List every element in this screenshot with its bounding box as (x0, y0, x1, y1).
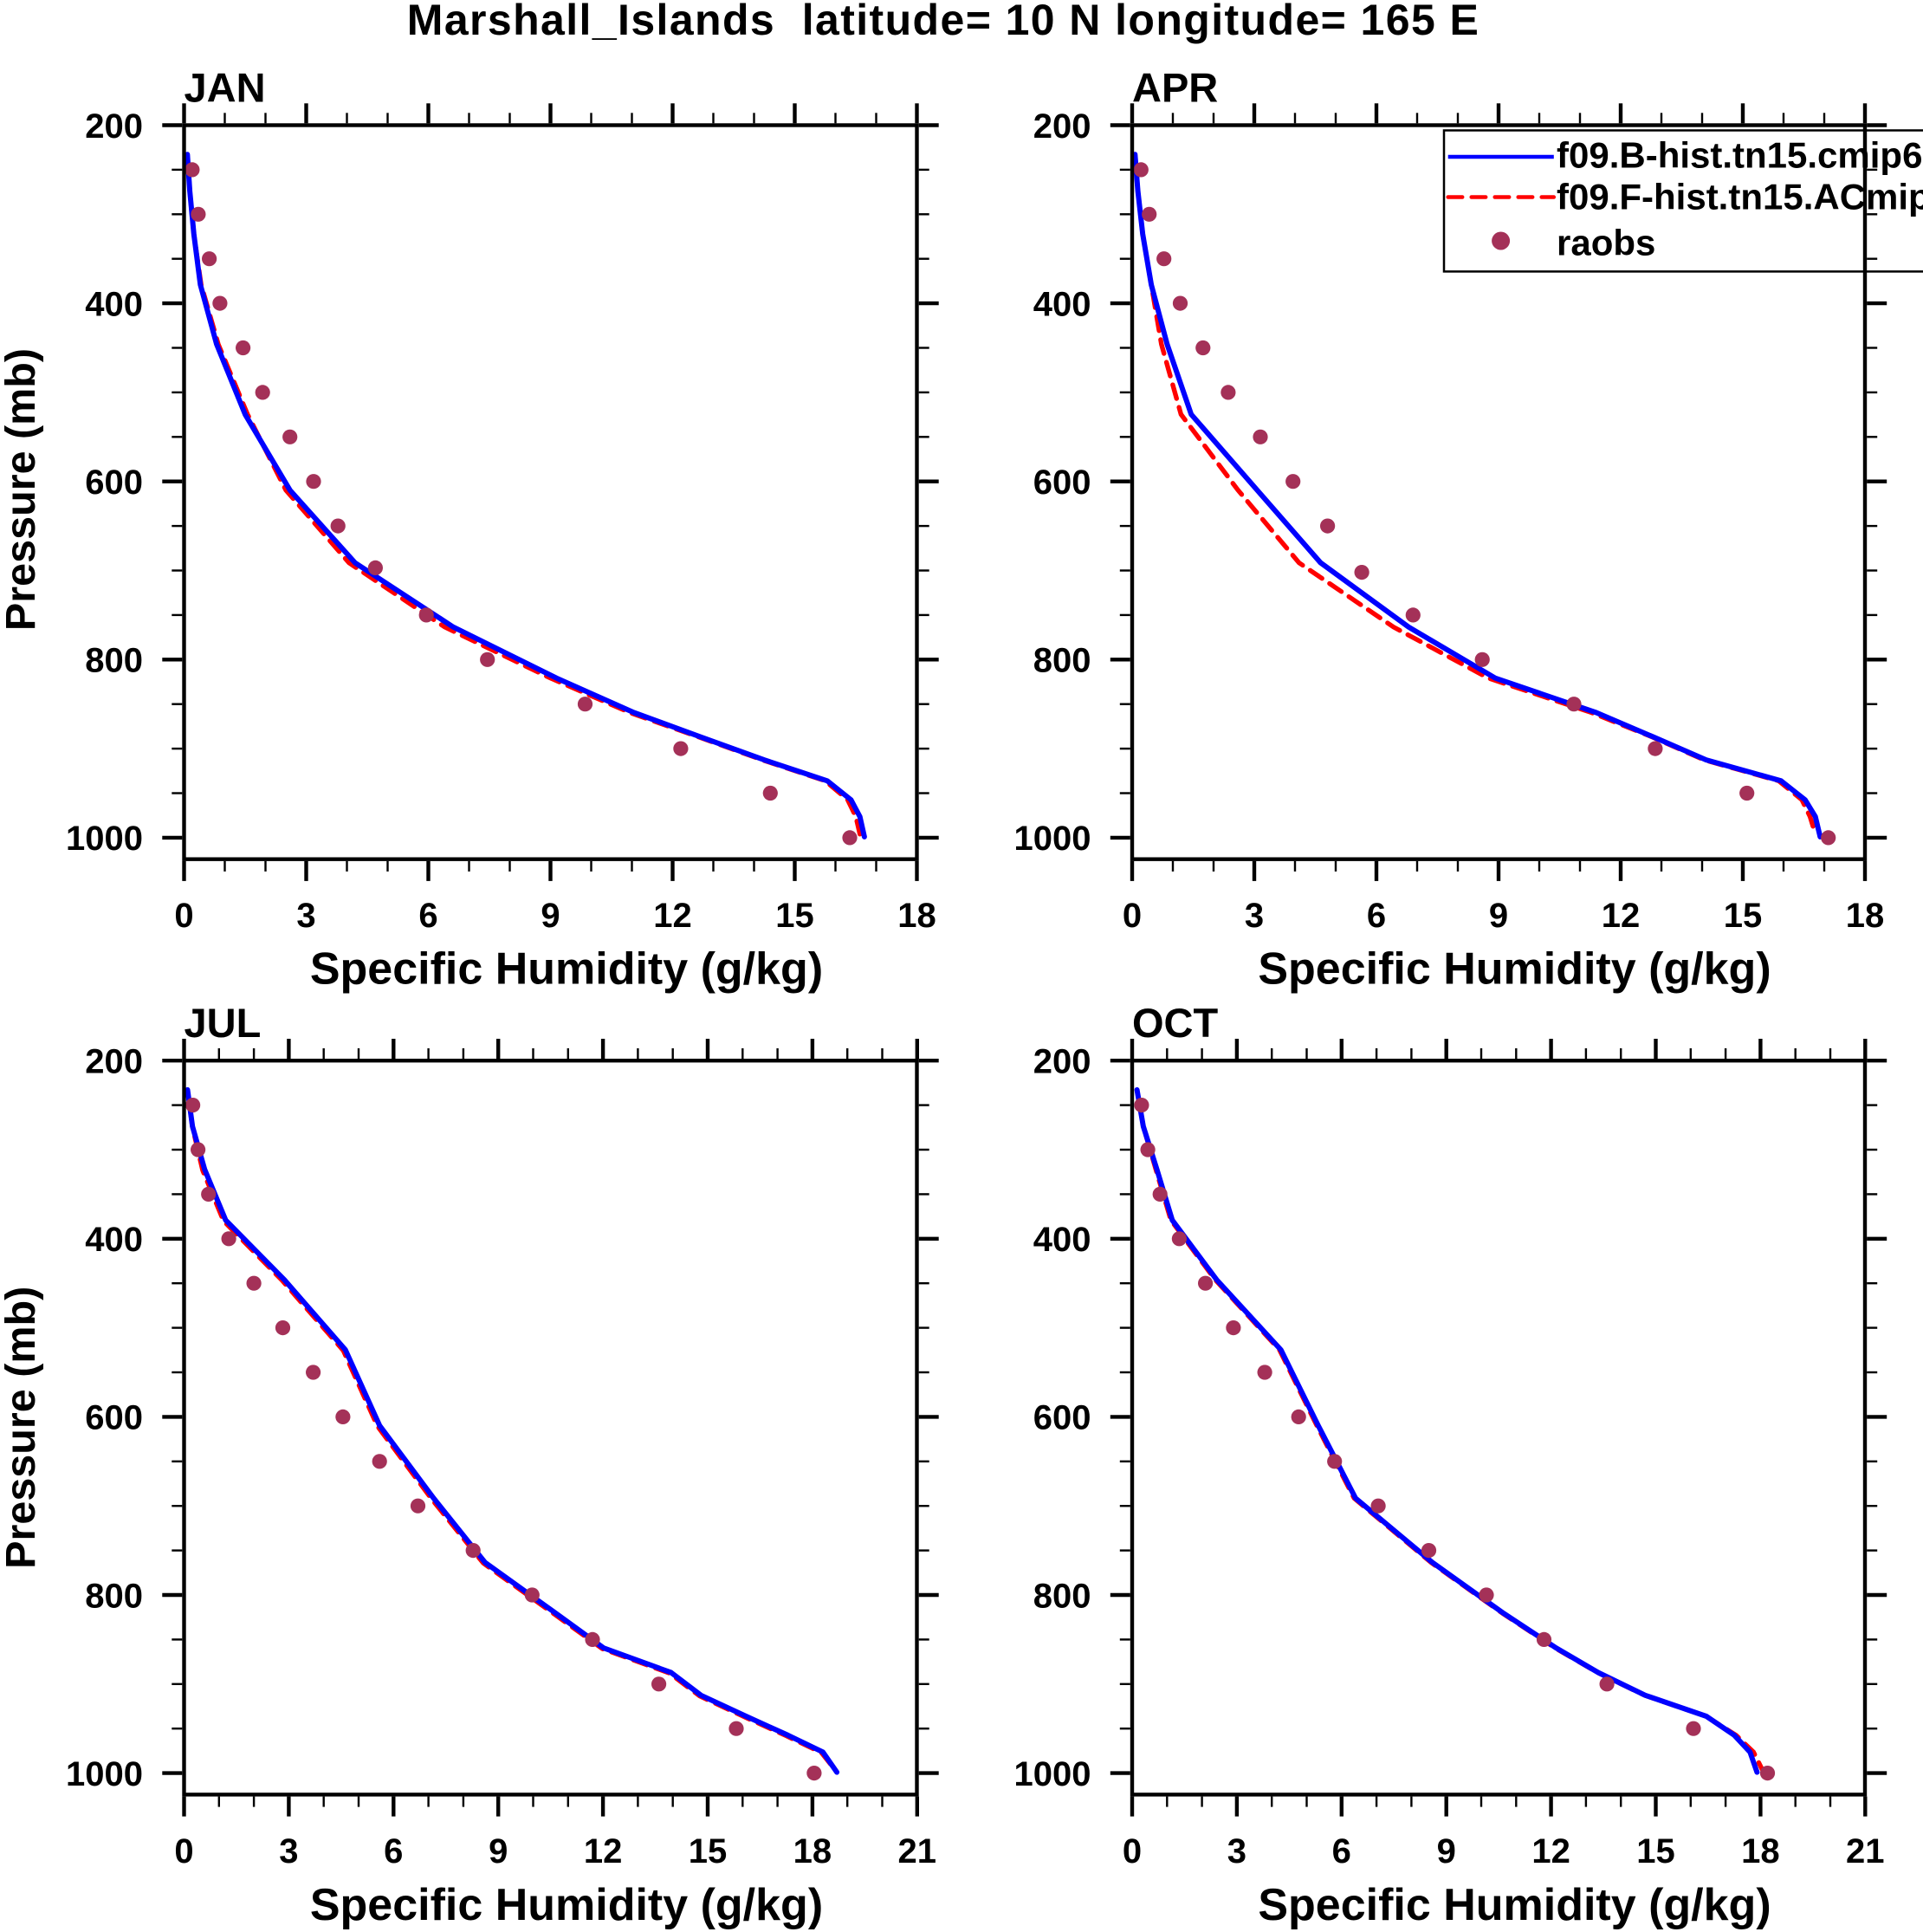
svg-text:6: 6 (384, 1832, 403, 1870)
svg-text:9: 9 (1437, 1832, 1456, 1870)
svg-text:1000: 1000 (66, 1755, 143, 1793)
svg-text:18: 18 (897, 897, 936, 935)
svg-text:0: 0 (174, 1832, 193, 1870)
svg-text:Marshall_Islands latitude= 10: Marshall_Islands latitude= 10 N longitud… (407, 0, 1479, 44)
svg-text:Specific Humidity (g/kg): Specific Humidity (g/kg) (1258, 944, 1771, 995)
svg-text:15: 15 (1724, 897, 1763, 935)
svg-text:6: 6 (1332, 1832, 1351, 1870)
svg-text:12: 12 (584, 1832, 623, 1870)
svg-text:400: 400 (85, 285, 143, 323)
svg-text:15: 15 (1636, 1832, 1675, 1870)
svg-text:200: 200 (85, 1043, 143, 1081)
svg-text:12: 12 (1531, 1832, 1570, 1870)
svg-text:9: 9 (541, 897, 560, 935)
svg-text:raobs: raobs (1557, 222, 1655, 263)
svg-text:0: 0 (174, 897, 193, 935)
svg-text:1000: 1000 (1014, 820, 1091, 858)
svg-text:6: 6 (1367, 897, 1386, 935)
svg-text:APR: APR (1132, 64, 1218, 110)
svg-text:21: 21 (898, 1832, 937, 1870)
svg-text:18: 18 (1846, 897, 1885, 935)
svg-text:200: 200 (1033, 1043, 1091, 1081)
svg-text:9: 9 (1489, 897, 1508, 935)
svg-text:18: 18 (1741, 1832, 1780, 1870)
svg-text:800: 800 (85, 1577, 143, 1615)
svg-text:12: 12 (653, 897, 692, 935)
svg-text:f09.B-hist.tn15.cmip6.01: f09.B-hist.tn15.cmip6.01 (1557, 134, 1923, 175)
svg-text:Specific Humidity (g/kg): Specific Humidity (g/kg) (310, 1880, 823, 1930)
svg-text:Pressure (mb): Pressure (mb) (0, 1287, 44, 1569)
svg-text:800: 800 (85, 642, 143, 680)
svg-text:600: 600 (1033, 464, 1091, 502)
svg-text:Specific Humidity (g/kg): Specific Humidity (g/kg) (1258, 1880, 1771, 1930)
svg-text:0: 0 (1123, 1832, 1142, 1870)
svg-text:200: 200 (1033, 107, 1091, 146)
svg-text:800: 800 (1033, 642, 1091, 680)
svg-text:400: 400 (1033, 285, 1091, 323)
svg-text:600: 600 (1033, 1399, 1091, 1437)
svg-text:400: 400 (85, 1221, 143, 1259)
svg-text:f09.F-hist.tn15.ACmip6.01: f09.F-hist.tn15.ACmip6.01 (1557, 177, 1923, 217)
svg-text:200: 200 (85, 107, 143, 146)
svg-text:JAN: JAN (185, 64, 266, 110)
svg-text:Specific Humidity (g/kg): Specific Humidity (g/kg) (310, 944, 823, 995)
svg-text:JUL: JUL (185, 1000, 262, 1046)
svg-text:800: 800 (1033, 1577, 1091, 1615)
svg-text:3: 3 (296, 897, 315, 935)
svg-text:400: 400 (1033, 1221, 1091, 1259)
svg-text:Pressure (mb): Pressure (mb) (0, 348, 44, 631)
svg-text:1000: 1000 (66, 820, 143, 858)
svg-text:3: 3 (1227, 1832, 1246, 1870)
svg-text:12: 12 (1602, 897, 1641, 935)
svg-text:600: 600 (85, 464, 143, 502)
svg-text:0: 0 (1123, 897, 1142, 935)
svg-text:9: 9 (489, 1832, 508, 1870)
svg-text:15: 15 (689, 1832, 728, 1870)
svg-text:18: 18 (793, 1832, 832, 1870)
svg-text:3: 3 (1245, 897, 1264, 935)
svg-text:21: 21 (1846, 1832, 1885, 1870)
svg-text:1000: 1000 (1014, 1755, 1091, 1793)
svg-text:3: 3 (279, 1832, 298, 1870)
svg-text:6: 6 (418, 897, 437, 935)
svg-text:15: 15 (775, 897, 814, 935)
svg-text:600: 600 (85, 1399, 143, 1437)
svg-text:OCT: OCT (1132, 1000, 1219, 1046)
